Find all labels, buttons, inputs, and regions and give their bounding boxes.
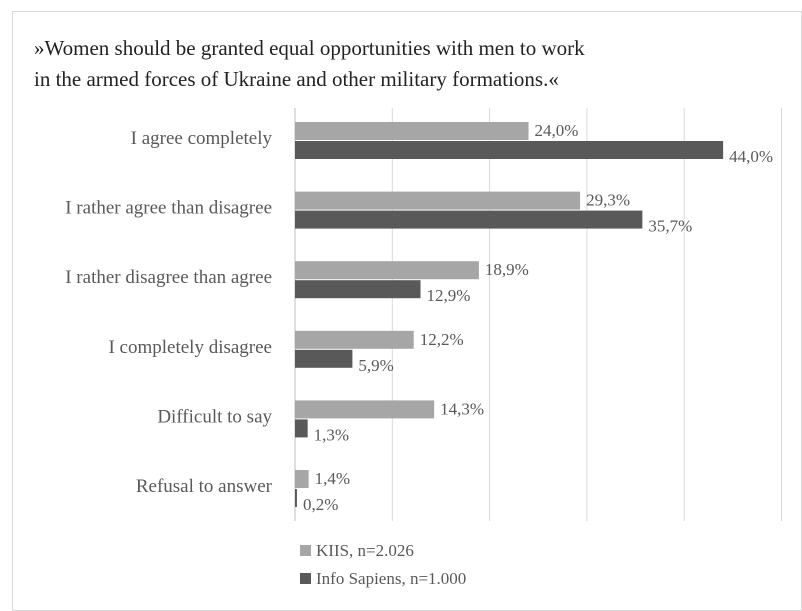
bar-kiis-agree-completely <box>295 122 529 140</box>
bar-info-sapiens-rather-agree <box>295 211 642 229</box>
value-label-info-sapiens-completely-disagree: 5,9% <box>358 356 393 375</box>
bar-info-sapiens-difficult-to-say <box>295 419 308 437</box>
value-label-info-sapiens-agree-completely: 44,0% <box>729 147 773 166</box>
category-label-agree-completely: I agree completely <box>131 128 273 149</box>
category-label-difficult-to-say: Difficult to say <box>157 406 272 427</box>
value-label-kiis-agree-completely: 24,0% <box>535 121 579 140</box>
category-label-rather-disagree: I rather disagree than agree <box>65 267 272 288</box>
legend-swatch-info-sapiens <box>300 573 311 584</box>
bar-kiis-refusal <box>295 470 309 488</box>
legend-swatch-kiis <box>300 545 311 556</box>
value-label-info-sapiens-difficult-to-say: 1,3% <box>314 425 349 444</box>
bar-kiis-rather-disagree <box>295 261 479 279</box>
legend: KIIS, n=2.026 Info Sapiens, n=1.000 <box>300 537 466 593</box>
legend-label-kiis: KIIS, n=2.026 <box>316 541 414 560</box>
legend-label-info-sapiens: Info Sapiens, n=1.000 <box>316 569 466 588</box>
value-label-kiis-refusal: 1,4% <box>315 469 350 488</box>
bar-info-sapiens-completely-disagree <box>295 350 352 368</box>
value-label-kiis-rather-agree: 29,3% <box>586 191 630 210</box>
bar-info-sapiens-rather-disagree <box>295 280 421 298</box>
bar-kiis-rather-agree <box>295 192 580 210</box>
value-label-info-sapiens-rather-agree: 35,7% <box>648 217 692 236</box>
bar-info-sapiens-refusal <box>295 489 297 507</box>
value-label-kiis-rather-disagree: 18,9% <box>485 260 529 279</box>
legend-item-kiis: KIIS, n=2.026 <box>300 537 466 565</box>
bar-kiis-difficult-to-say <box>295 400 434 418</box>
value-label-kiis-difficult-to-say: 14,3% <box>440 399 484 418</box>
value-label-info-sapiens-rather-disagree: 12,9% <box>427 286 471 305</box>
bar-chart: I agree completely 24,0% 44,0% I rather agr… <box>0 0 802 589</box>
bar-kiis-completely-disagree <box>295 331 414 349</box>
category-label-rather-agree: I rather agree than disagree <box>65 198 272 219</box>
category-label-refusal: Refusal to answer <box>136 476 273 497</box>
bar-info-sapiens-agree-completely <box>295 141 723 159</box>
category-label-completely-disagree: I completely disagree <box>108 337 272 358</box>
value-label-kiis-completely-disagree: 12,2% <box>420 330 464 349</box>
value-label-info-sapiens-refusal: 0,2% <box>303 495 338 514</box>
